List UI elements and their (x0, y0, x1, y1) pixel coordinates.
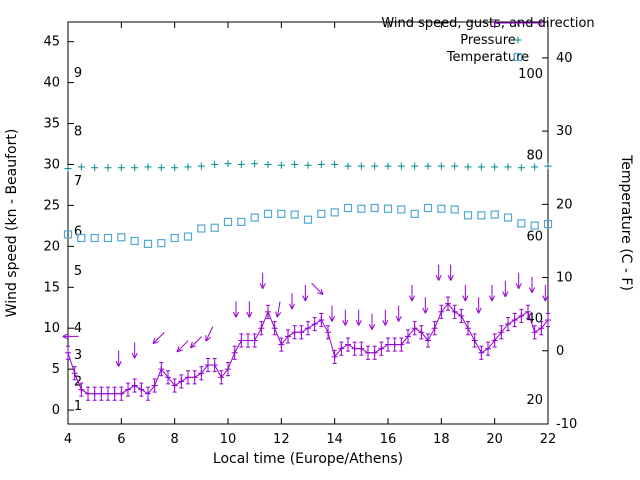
svg-text:40: 40 (526, 312, 543, 327)
svg-text:12: 12 (273, 432, 290, 447)
svg-text:-10: -10 (556, 417, 577, 432)
svg-text:8: 8 (171, 432, 179, 447)
svg-text:20: 20 (526, 393, 543, 408)
svg-text:20: 20 (43, 239, 60, 254)
svg-text:30: 30 (556, 124, 573, 139)
svg-text:35: 35 (43, 117, 60, 132)
svg-text:0: 0 (52, 403, 60, 418)
svg-text:1: 1 (74, 399, 82, 414)
svg-text:16: 16 (380, 432, 397, 447)
svg-text:Pressure: Pressure (460, 33, 516, 48)
svg-text:Wind speed, gusts, and directi: Wind speed, gusts, and direction (381, 16, 594, 31)
svg-text:100: 100 (518, 67, 543, 82)
svg-text:40: 40 (556, 51, 573, 66)
svg-text:5: 5 (52, 362, 60, 377)
svg-text:80: 80 (526, 148, 543, 163)
svg-text:45: 45 (43, 35, 60, 50)
svg-text:60: 60 (526, 230, 543, 245)
svg-text:25: 25 (43, 198, 60, 213)
svg-text:40: 40 (43, 76, 60, 91)
svg-text:6: 6 (117, 432, 125, 447)
svg-text:Temperature (C - F): Temperature (C - F) (618, 154, 634, 291)
svg-text:20: 20 (556, 197, 573, 212)
svg-text:10: 10 (220, 432, 237, 447)
svg-text:6: 6 (74, 225, 82, 240)
svg-text:14: 14 (326, 432, 343, 447)
svg-text:18: 18 (433, 432, 450, 447)
svg-text:Local time (Europe/Athens): Local time (Europe/Athens) (213, 451, 403, 467)
svg-text:Wind speed (kn - Beaufort): Wind speed (kn - Beaufort) (4, 129, 20, 318)
svg-text:8: 8 (74, 125, 82, 140)
svg-text:5: 5 (74, 264, 82, 279)
svg-text:0: 0 (556, 344, 564, 359)
svg-text:22: 22 (540, 432, 557, 447)
svg-text:4: 4 (64, 432, 72, 447)
svg-text:3: 3 (74, 348, 82, 363)
svg-text:15: 15 (43, 280, 60, 295)
svg-text:4: 4 (74, 321, 82, 336)
svg-text:10: 10 (556, 271, 573, 286)
svg-text:7: 7 (74, 174, 82, 189)
svg-text:9: 9 (74, 66, 82, 81)
svg-text:Temperature: Temperature (446, 50, 529, 65)
svg-text:30: 30 (43, 157, 60, 172)
svg-text:10: 10 (43, 321, 60, 336)
svg-text:20: 20 (486, 432, 503, 447)
